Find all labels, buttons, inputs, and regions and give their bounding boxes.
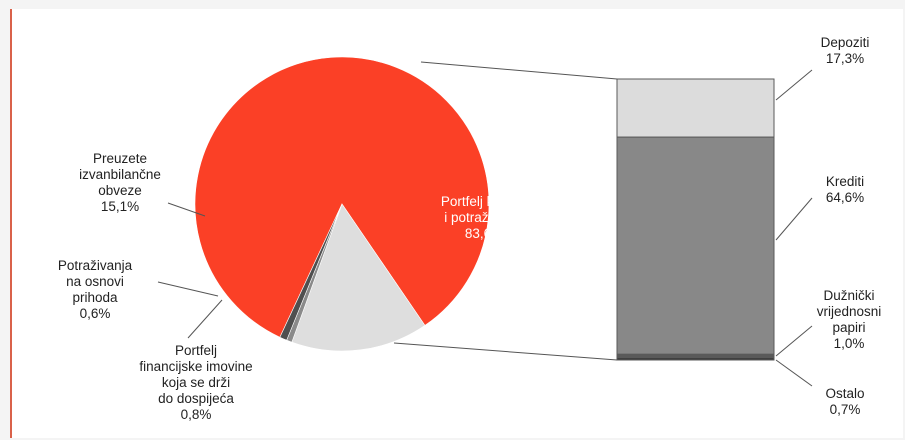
pie-label-2-line-2: prihoda — [72, 290, 118, 305]
pie-leader-2 — [157, 281, 219, 297]
pie-slice-1 — [291, 203, 426, 352]
bar-segment-2 — [616, 353, 775, 359]
bar-label-2-line-0: Dužnički — [823, 288, 874, 303]
pie-label-0-line-1: i potraživanja — [444, 210, 524, 225]
pie-label-2-line-0: Potraživanja — [58, 258, 133, 273]
bar-label-0-line-0: Depoziti — [821, 35, 870, 50]
pie-label-2-line-3: 0,6% — [80, 306, 111, 321]
pie-label-3-line-3: do dospijeća — [158, 391, 234, 406]
pie-label-1-line-1: izvanbilančne — [79, 167, 161, 182]
connector-bottom — [393, 342, 618, 361]
pie-leader-1 — [167, 202, 206, 217]
pie-label-3-line-2: koja se drži — [162, 375, 230, 390]
pie-label-3-line-0: Portfelj — [175, 343, 217, 358]
pie-label-1-line-0: Preuzete — [93, 151, 147, 166]
connector-top — [420, 61, 618, 80]
bar-leader-3 — [775, 359, 813, 387]
bar-label-3-line-1: 0,7% — [830, 402, 861, 417]
bar-leader-0 — [775, 69, 813, 101]
bar-label-2-line-2: papiri — [832, 320, 865, 335]
bar-leader-1 — [775, 197, 813, 241]
pie-slice-0 — [194, 56, 490, 338]
pie-slice-3 — [279, 203, 343, 341]
pie-label-1-line-2: obveze — [98, 183, 142, 198]
pie-label-0-line-0: Portfelj kredita — [441, 194, 528, 209]
bar-label-2-line-1: vrijednosni — [817, 304, 882, 319]
pie-label-1-line-3: 15,1% — [101, 199, 139, 214]
pie-label-0-line-2: 83,6% — [465, 226, 503, 241]
pie-label-3-line-1: financijske imovine — [139, 359, 252, 374]
bar-label-1-line-1: 64,6% — [826, 190, 864, 205]
pie-leader-3 — [187, 299, 223, 339]
bar-label-2-line-3: 1,0% — [834, 336, 865, 351]
bar-segment-0 — [616, 78, 775, 138]
bar-segment-3 — [616, 357, 775, 361]
bar-label-1-line-0: Krediti — [826, 174, 864, 189]
bar-label-3-line-0: Ostalo — [825, 386, 864, 401]
bar-leader-2 — [775, 325, 813, 357]
pie-label-3-line-4: 0,8% — [181, 407, 212, 422]
bar-label-0-line-1: 17,3% — [826, 51, 864, 66]
bar-segment-1 — [616, 136, 775, 355]
pie-label-2-line-1: na osnovi — [66, 274, 124, 289]
